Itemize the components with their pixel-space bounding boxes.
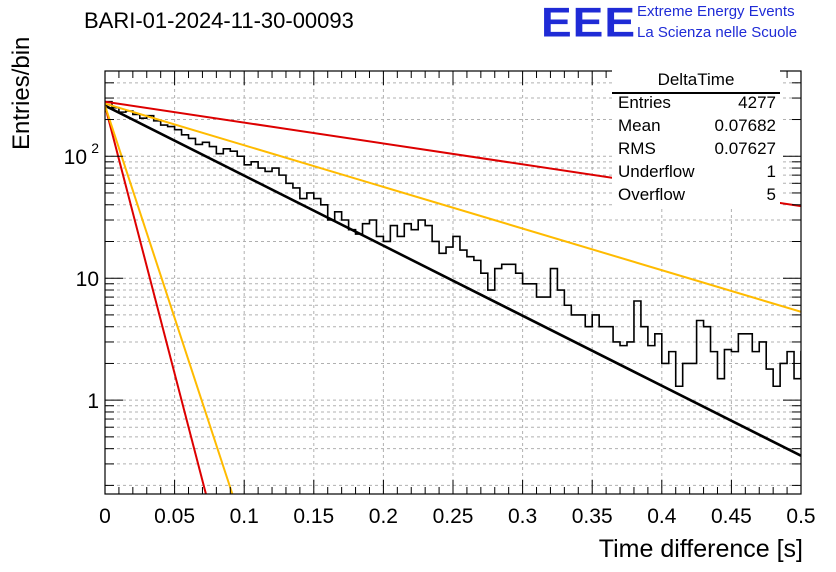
y-tick-label: 10 bbox=[64, 146, 87, 169]
stats-label: Overflow bbox=[618, 185, 686, 204]
stats-value: 0.07627 bbox=[714, 139, 776, 158]
red-fast-curve bbox=[105, 105, 207, 494]
logo-line-2: La Scienza nelle Scuole bbox=[637, 24, 798, 41]
histogram bbox=[105, 100, 801, 388]
x-tick-label: 0.3 bbox=[508, 505, 537, 528]
stats-value: 1 bbox=[766, 162, 776, 181]
y-tick-label: 1 bbox=[87, 390, 99, 413]
stats-label: Entries bbox=[618, 93, 671, 112]
stats-row-overflow: Overflow 5 bbox=[618, 185, 776, 205]
x-tick-label: 0.35 bbox=[572, 505, 613, 528]
x-tick-label: 0.1 bbox=[230, 505, 259, 528]
x-tick-label: 0 bbox=[99, 505, 111, 528]
orange-fast-curve bbox=[105, 105, 234, 494]
orange-slow-curve bbox=[105, 102, 801, 313]
x-tick-label: 0.05 bbox=[154, 505, 195, 528]
stats-row-mean: Mean 0.07682 bbox=[618, 116, 776, 136]
stats-value: 5 bbox=[766, 185, 776, 204]
x-tick-label: 0.4 bbox=[647, 505, 677, 528]
stats-title: DeltaTime bbox=[657, 70, 735, 89]
stats-row-entries: Entries 4277 bbox=[618, 93, 776, 113]
y-tick-exponent: 2 bbox=[91, 140, 99, 156]
y-axis-label: Entries/bin bbox=[8, 36, 35, 150]
stats-row-rms: RMS 0.07627 bbox=[618, 139, 776, 159]
x-tick-label: 0.2 bbox=[369, 505, 398, 528]
stats-box: DeltaTime Entries 4277 Mean 0.07682 RMS … bbox=[612, 68, 780, 208]
stats-value: 4277 bbox=[738, 93, 776, 112]
stats-label: Mean bbox=[618, 116, 661, 135]
stats-value: 0.07682 bbox=[714, 116, 776, 135]
axis-ticks bbox=[104, 70, 802, 494]
stats-label: RMS bbox=[618, 139, 656, 158]
tick-labels: 0 0.05 0.1 0.15 0.2 0.25 0.3 0.35 0.4 0.45 0.5 1 10 1… bbox=[64, 140, 816, 528]
x-tick-label: 0.45 bbox=[711, 505, 752, 528]
x-tick-label: 0.5 bbox=[786, 505, 815, 528]
y-tick-label: 10 bbox=[76, 268, 99, 291]
logo-line-1: Extreme Energy Events bbox=[637, 3, 795, 20]
stats-divider bbox=[612, 92, 780, 94]
histogram-steps bbox=[105, 100, 801, 388]
chart-title: BARI-01-2024-11-30-00093 bbox=[84, 8, 354, 33]
black-fit-curve bbox=[105, 104, 801, 457]
x-tick-label: 0.15 bbox=[293, 505, 334, 528]
stats-row-underflow: Underflow 1 bbox=[618, 162, 776, 182]
x-tick-label: 0.25 bbox=[433, 505, 474, 528]
eee-logo: EEE bbox=[541, 0, 637, 46]
stats-label: Underflow bbox=[618, 162, 695, 181]
x-axis-label: Time difference [s] bbox=[598, 535, 803, 563]
